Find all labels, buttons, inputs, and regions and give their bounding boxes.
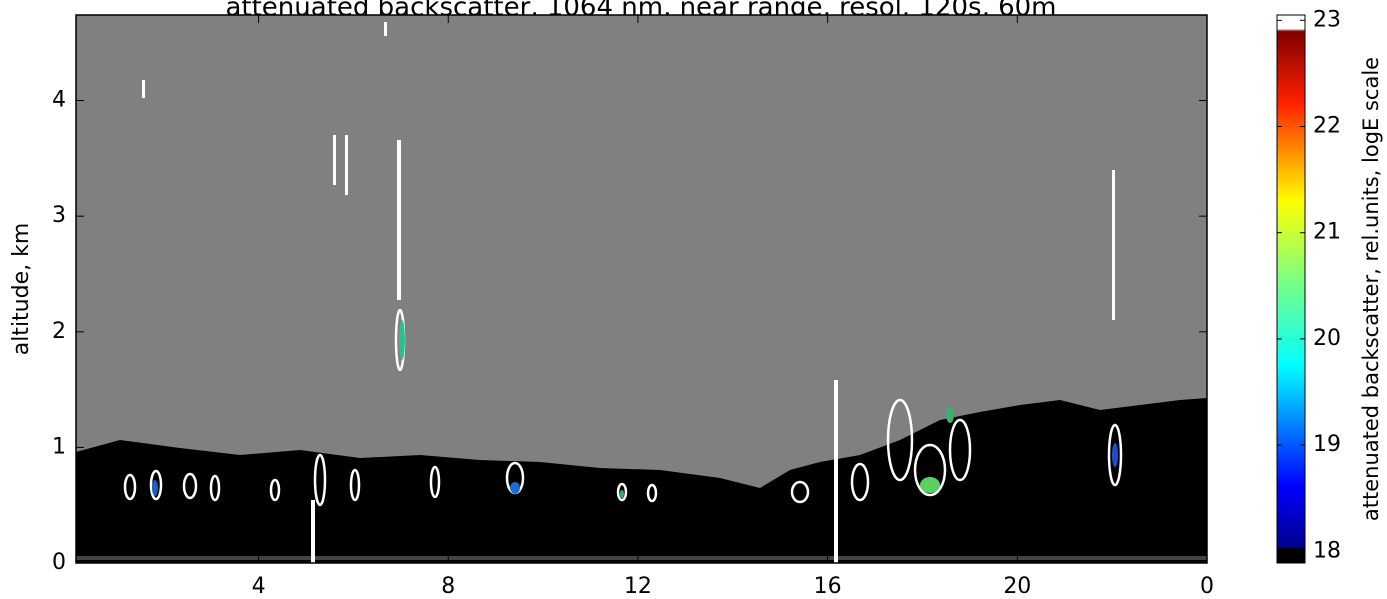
x-tick-label: 12 bbox=[624, 574, 652, 599]
y-tick-label: 0 bbox=[52, 550, 66, 575]
x-tick-label: 8 bbox=[441, 574, 455, 599]
colorbar-tick-label: 20 bbox=[1313, 326, 1341, 351]
colorbar-tick-label: 22 bbox=[1313, 114, 1341, 139]
x-tick-label: 0 bbox=[1200, 574, 1214, 599]
plot-frame bbox=[75, 14, 1208, 564]
y-tick-label: 4 bbox=[52, 88, 66, 113]
colorbar-tick-label: 23 bbox=[1313, 7, 1341, 32]
colorbar bbox=[1276, 14, 1306, 564]
y-axis-label: altitude, km bbox=[9, 223, 34, 356]
colorbar-tick-label: 19 bbox=[1313, 432, 1341, 457]
x-tick-label: 4 bbox=[252, 574, 266, 599]
y-tick-label: 2 bbox=[52, 319, 66, 344]
x-tick-label: 16 bbox=[814, 574, 842, 599]
heatmap-image bbox=[76, 15, 1207, 563]
colorbar-label: attenuated backscatter, rel.units, logE … bbox=[1359, 57, 1383, 521]
y-tick-label: 3 bbox=[52, 203, 66, 228]
x-tick-label: 20 bbox=[1003, 574, 1031, 599]
colorbar-tick-label: 21 bbox=[1313, 220, 1341, 245]
y-tick-label: 1 bbox=[52, 434, 66, 459]
colorbar-tick-label: 18 bbox=[1313, 538, 1341, 563]
